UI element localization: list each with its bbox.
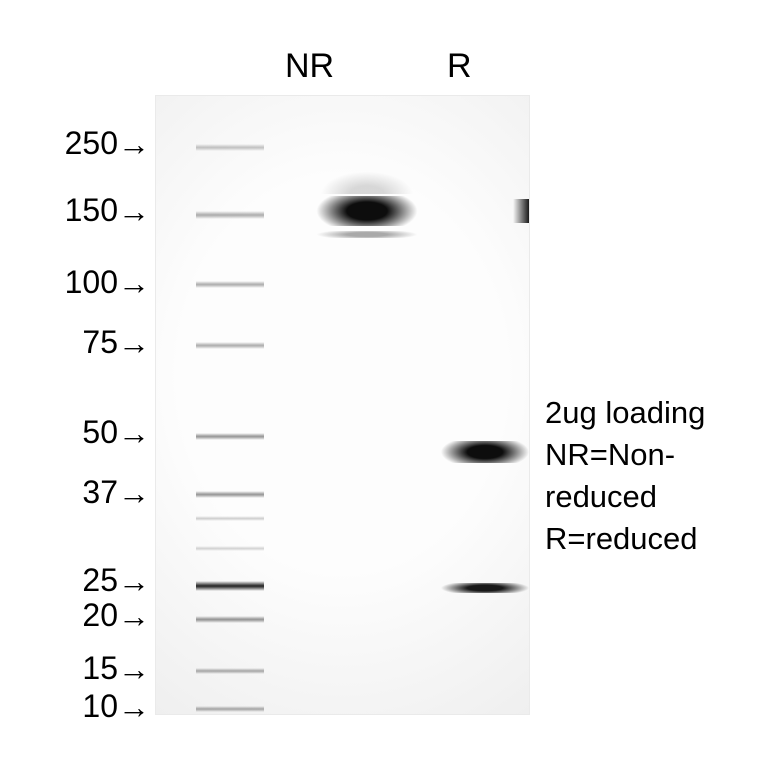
arrow-icon: → xyxy=(118,417,150,449)
arrow-icon: → xyxy=(118,600,150,632)
legend-text: 2ug loading NR=Non- reduced R=reduced xyxy=(545,392,705,559)
lane-label-r: R xyxy=(447,47,472,86)
ladder-band xyxy=(196,616,264,623)
marker-150: 150→ xyxy=(65,192,150,229)
arrow-icon: → xyxy=(118,691,150,723)
legend-line-2: NR=Non- xyxy=(545,434,705,476)
ladder-band xyxy=(196,433,264,440)
ladder-band xyxy=(196,281,264,288)
marker-250: 250→ xyxy=(65,125,150,162)
ladder-band xyxy=(196,211,264,219)
nr-band xyxy=(311,231,423,238)
marker-10: 10→ xyxy=(82,688,150,725)
r-band xyxy=(436,441,534,463)
ladder-band xyxy=(196,342,264,349)
lane-label-nr: NR xyxy=(285,47,334,86)
legend-line-1: 2ug loading xyxy=(545,392,705,434)
bands-layer xyxy=(156,96,529,714)
arrow-icon: → xyxy=(118,267,150,299)
ladder-band xyxy=(196,516,264,521)
arrow-icon: → xyxy=(118,128,150,160)
legend-line-4: R=reduced xyxy=(545,518,705,560)
arrow-icon: → xyxy=(118,195,150,227)
legend-line-3: reduced xyxy=(545,476,705,518)
ladder-band xyxy=(196,546,264,551)
blot-area xyxy=(155,95,530,715)
ladder-band xyxy=(196,706,264,712)
marker-37: 37→ xyxy=(82,474,150,511)
ladder-band xyxy=(196,144,264,151)
marker-50: 50→ xyxy=(82,414,150,451)
ladder-band xyxy=(196,491,264,498)
marker-75: 75→ xyxy=(82,324,150,361)
ladder-band xyxy=(196,581,264,591)
nr-band xyxy=(311,196,423,226)
arrow-icon: → xyxy=(118,565,150,597)
arrow-icon: → xyxy=(118,653,150,685)
marker-20: 20→ xyxy=(82,597,150,634)
nr-smear xyxy=(319,166,415,194)
marker-15: 15→ xyxy=(82,650,150,687)
arrow-icon: → xyxy=(118,327,150,359)
marker-100: 100→ xyxy=(65,264,150,301)
marker-25: 25→ xyxy=(82,562,150,599)
r-band xyxy=(436,583,534,593)
ladder-band xyxy=(196,668,264,674)
edge-smudge xyxy=(513,199,529,223)
arrow-icon: → xyxy=(118,477,150,509)
